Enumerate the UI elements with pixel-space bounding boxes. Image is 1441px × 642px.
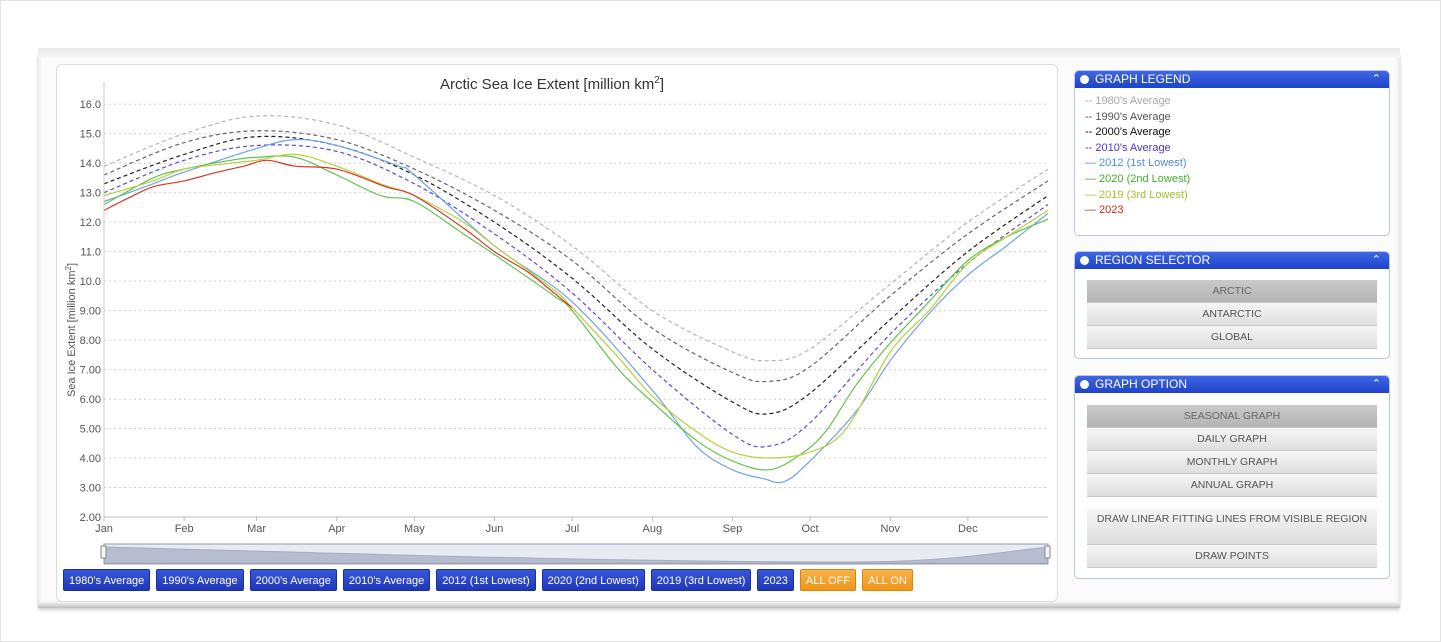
graph-option-panel: GRAPH OPTION ⌃ SEASONAL GRAPH DAILY GRAP… [1074, 375, 1390, 579]
range-handle-left[interactable] [100, 545, 107, 559]
region-selector-title: REGION SELECTOR [1095, 253, 1211, 267]
series-line-2020-2nd-lowest [103, 155, 1049, 471]
region-option-arctic[interactable]: ARCTIC [1087, 280, 1377, 303]
toggle-2012-button[interactable]: 2012 (1st Lowest) [436, 569, 536, 591]
toggle-1980s-average-button[interactable]: 1980's Average [63, 569, 151, 591]
series-line-2023 [103, 159, 573, 309]
x-tick-label: Feb [175, 523, 194, 535]
y-tick-label: 10.0 [80, 276, 101, 288]
legend-item: — 2020 (2nd Lowest) [1085, 172, 1191, 185]
series-line-2012-1st-lowest [103, 138, 1049, 484]
y-tick-label: 16.0 [80, 99, 101, 111]
panel-bullet-icon [1080, 256, 1089, 265]
daily-graph-option[interactable]: DAILY GRAPH [1087, 428, 1377, 451]
legend-item: — 2019 (3rd Lowest) [1085, 188, 1188, 201]
graph-option-title: GRAPH OPTION [1095, 377, 1188, 391]
y-tick-label: 15.0 [80, 129, 101, 141]
draw-points-option[interactable]: DRAW POINTS [1087, 545, 1377, 568]
region-selector-header[interactable]: REGION SELECTOR ⌃ [1075, 252, 1389, 269]
panel-bullet-icon [1080, 75, 1089, 84]
toggle-2010s-average-button[interactable]: 2010's Average [342, 569, 431, 591]
x-tick-label: May [404, 523, 425, 535]
toggle-2000s-average-button[interactable]: 2000's Average [249, 569, 337, 591]
chart-title: Arctic Sea Ice Extent [million km2] [440, 75, 664, 93]
y-tick-label: 2.00 [80, 512, 101, 524]
y-tick-label: 14.0 [80, 158, 101, 170]
y-tick-label: 13.0 [80, 188, 101, 200]
legend-list: -- 1980's Average -- 1990's Average -- 200… [1075, 88, 1389, 225]
series-line-1980-s-average [103, 115, 1049, 362]
all-on-button[interactable]: ALL ON [862, 569, 913, 591]
collapse-chevron-icon[interactable]: ⌃ [1371, 378, 1381, 390]
x-tick-label: Oct [801, 523, 818, 535]
region-option-antarctic[interactable]: ANTARCTIC [1087, 303, 1377, 326]
toggle-1990s-average-button[interactable]: 1990's Average [156, 569, 244, 591]
y-axis-label: Sea Ice Extent [million km2] [64, 263, 78, 397]
x-tick-label: Mar [247, 523, 266, 535]
region-option-global[interactable]: GLOBAL [1087, 326, 1377, 349]
draw-linear-fitting-option[interactable]: DRAW LINEAR FITTING LINES FROM VISIBLE R… [1087, 509, 1377, 545]
range-handle-right[interactable] [1044, 545, 1051, 559]
all-off-button[interactable]: ALL OFF [799, 569, 857, 591]
monthly-graph-option[interactable]: MONTHLY GRAPH [1087, 451, 1377, 474]
series-line-1990-s-average [103, 130, 1049, 383]
annual-graph-option[interactable]: ANNUAL GRAPH [1087, 474, 1377, 497]
seasonal-graph-option[interactable]: SEASONAL GRAPH [1087, 405, 1377, 428]
y-tick-label: 4.00 [80, 453, 101, 465]
y-tick-label: 8.00 [80, 335, 101, 347]
x-tick-label: Jun [486, 523, 504, 535]
y-tick-label: 5.00 [80, 424, 101, 436]
collapse-chevron-icon[interactable]: ⌃ [1371, 254, 1381, 266]
x-tick-label: Aug [643, 523, 663, 535]
legend-item: -- 2010's Average [1085, 141, 1171, 154]
graph-legend-header[interactable]: GRAPH LEGEND ⌃ [1075, 71, 1389, 88]
top-strip [38, 48, 1400, 58]
series-toggle-bar: 1980's Average 1990's Average 2000's Ave… [63, 569, 913, 591]
x-tick-label: Apr [328, 523, 345, 535]
series-line-2000-s-average [103, 135, 1049, 415]
panel-bullet-icon [1080, 380, 1089, 389]
region-selector-panel: REGION SELECTOR ⌃ ARCTIC ANTARCTIC GLOBA… [1074, 251, 1390, 359]
range-navigator[interactable] [103, 543, 1049, 565]
legend-item: — 2023 [1085, 204, 1124, 217]
series-line-2019-3rd-lowest [103, 153, 1049, 459]
legend-item: -- 1990's Average [1085, 110, 1171, 123]
toggle-2020-button[interactable]: 2020 (2nd Lowest) [541, 569, 645, 591]
graph-option-header[interactable]: GRAPH OPTION ⌃ [1075, 376, 1389, 393]
legend-item: — 2012 (1st Lowest) [1085, 157, 1187, 170]
series-line-2010-s-average [103, 144, 1049, 448]
toggle-2019-button[interactable]: 2019 (3rd Lowest) [650, 569, 752, 591]
x-tick-label: Jan [95, 523, 113, 535]
graph-legend-title: GRAPH LEGEND [1095, 72, 1191, 86]
y-tick-label: 6.00 [80, 394, 101, 406]
y-tick-label: 12.0 [80, 217, 101, 229]
y-tick-label: 3.00 [80, 483, 101, 495]
collapse-chevron-icon[interactable]: ⌃ [1371, 73, 1381, 85]
graph-legend-panel: GRAPH LEGEND ⌃ -- 1980's Average -- 1990'… [1074, 70, 1390, 236]
y-tick-label: 7.00 [80, 365, 101, 377]
x-tick-label: Sep [723, 523, 743, 535]
x-tick-label: Dec [958, 523, 978, 535]
x-tick-label: Nov [880, 523, 900, 535]
bottom-strip [38, 602, 1400, 608]
legend-item: -- 1980's Average [1085, 95, 1171, 107]
y-tick-label: 11.0 [80, 247, 101, 259]
legend-item: -- 2000's Average [1085, 126, 1171, 139]
y-tick-label: 9.00 [80, 306, 101, 318]
x-tick-label: Jul [565, 523, 579, 535]
toggle-2023-button[interactable]: 2023 [757, 569, 794, 591]
